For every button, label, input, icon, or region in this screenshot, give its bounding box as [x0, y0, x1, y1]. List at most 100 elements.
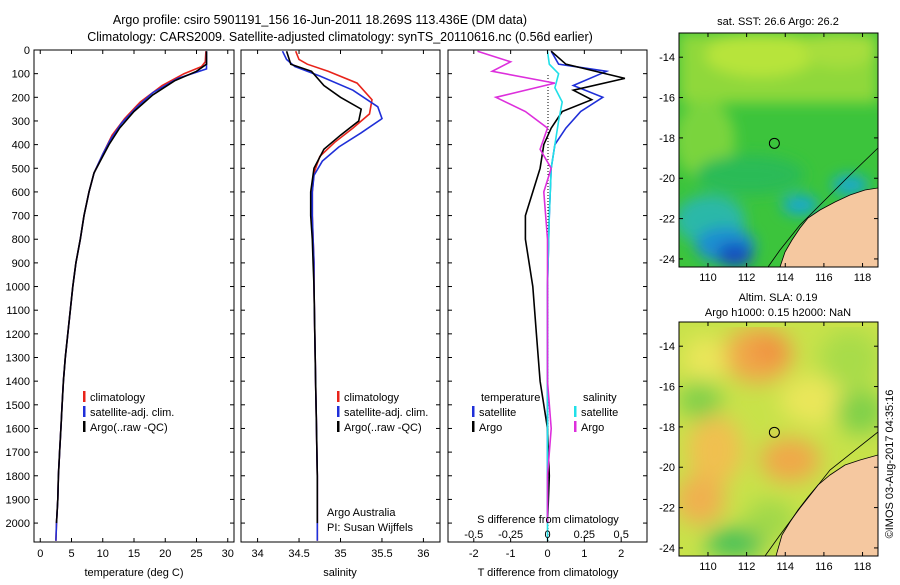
- legend-satellite-adj: satellite-adj. clim.: [344, 407, 428, 419]
- y-tick-label: 300: [12, 116, 30, 128]
- y-tick-label: 1900: [6, 494, 30, 506]
- header-line-2: Climatology: CARS2009. Satellite-adjuste…: [87, 30, 593, 44]
- legend-argo: Argo(..raw -QC): [90, 422, 168, 434]
- y-tick-label: 500: [12, 163, 30, 175]
- x-tick-label: 0: [37, 548, 43, 560]
- sla-map: Altim. SLA: 0.19 Argo h1000: 0.15 h2000:…: [659, 292, 879, 573]
- legend-satellite-adj: satellite-adj. clim.: [90, 407, 174, 419]
- x-tick-label: 15: [128, 548, 140, 560]
- y-tick-label: -14: [659, 52, 675, 64]
- y-tick-label: -18: [659, 133, 675, 145]
- y-tick-label: -14: [659, 341, 675, 353]
- y-tick-label: -24: [659, 543, 675, 555]
- y-tick-label: 1200: [6, 329, 30, 341]
- x-tick-label: 112: [738, 561, 756, 573]
- x-tick-label: 5: [68, 548, 74, 560]
- y-tick-label: 800: [12, 234, 30, 246]
- y-tick-label: 2000: [6, 518, 30, 530]
- y-tick-label: -22: [659, 214, 675, 226]
- x-tick-label: 25: [190, 548, 202, 560]
- x-tick-label: 112: [738, 272, 756, 284]
- legend-t-argo: Argo: [479, 422, 502, 434]
- x-tick-label: 110: [699, 272, 717, 284]
- x-tick-label: 0: [544, 548, 550, 560]
- y-tick-label: -20: [659, 462, 675, 474]
- x-tick-label: 34: [251, 548, 263, 560]
- x-tick-label: 10: [97, 548, 109, 560]
- temperature-legend: climatology satellite-adj. clim. Argo(..…: [83, 391, 174, 434]
- series-argo-temperature: [524, 50, 626, 524]
- series-argo-raw-qc-: [285, 50, 363, 524]
- y-tick-label: 1000: [6, 282, 30, 294]
- y-tick-label: 100: [12, 69, 30, 81]
- y-tick-label: 200: [12, 92, 30, 104]
- sst-map-title: sat. SST: 26.6 Argo: 26.2: [717, 16, 839, 28]
- salinity-xlabel: salinity: [323, 567, 357, 579]
- x-tick-label: 110: [699, 561, 717, 573]
- sst-map: sat. SST: 26.6 Argo: 26.2 110 112 114 116 11…: [659, 16, 879, 284]
- series-argo-raw-qc-: [55, 51, 208, 524]
- x-tick-label: 20: [159, 548, 171, 560]
- y-tick-label: 0: [24, 45, 30, 57]
- sla-map-title-2: Argo h1000: 0.15 h2000: NaN: [705, 307, 851, 319]
- legend-title-temperature: temperature: [481, 392, 540, 404]
- x-tick-label: 118: [854, 561, 872, 573]
- y-tick-label: 1800: [6, 471, 30, 483]
- y-tick-label: -22: [659, 503, 675, 515]
- s-tick-label: -0.25: [498, 529, 523, 541]
- x-tick-label: 116: [815, 561, 833, 573]
- sla-map-title-1: Altim. SLA: 0.19: [739, 292, 818, 304]
- x-tick-label: 35: [334, 548, 346, 560]
- x-tick-label: 36: [417, 548, 429, 560]
- header-line-1: Argo profile: csiro 5901191_156 16-Jun-2…: [113, 13, 527, 27]
- legend-climatology: climatology: [90, 392, 146, 404]
- y-tick-label: -16: [659, 93, 675, 105]
- s-tick-label: 0.25: [574, 529, 595, 541]
- copyright-timestamp: ©IMOS 03-Aug-2017 04:35:16: [884, 390, 896, 539]
- y-tick-label: 1700: [6, 447, 30, 459]
- x-tick-label: 30: [222, 548, 234, 560]
- y-tick-label: 1300: [6, 353, 30, 365]
- x-tick-label: -2: [469, 548, 479, 560]
- x-tick-label: 2: [618, 548, 624, 560]
- argo-position-marker: [768, 137, 780, 149]
- x-tick-label: 114: [776, 272, 794, 284]
- x-tick-label: 1: [581, 548, 587, 560]
- x-tick-label: 35.5: [371, 548, 392, 560]
- y-tick-label: 900: [12, 258, 30, 270]
- legend-s-argo: Argo: [581, 422, 604, 434]
- y-tick-label: 1100: [6, 305, 30, 317]
- temperature-xlabel: temperature (deg C): [84, 567, 183, 579]
- y-tick-label: -24: [659, 254, 675, 266]
- legend-title-salinity: salinity: [583, 392, 617, 404]
- legend-climatology: climatology: [344, 392, 400, 404]
- annotation-pi: PI: Susan Wijffels: [327, 522, 413, 534]
- argo-position-marker: [768, 426, 780, 438]
- y-tick-label: 1600: [6, 423, 30, 435]
- y-tick-label: 1400: [6, 376, 30, 388]
- temperature-panel: 0 5 10 15 20 25 300100200300400500600700800900…: [6, 45, 235, 579]
- y-tick-label: 700: [12, 211, 30, 223]
- y-tick-label: 600: [12, 187, 30, 199]
- legend-argo: Argo(..raw -QC): [344, 422, 422, 434]
- s-tick-label: 0.5: [614, 529, 629, 541]
- series-argo-salinity: [477, 50, 556, 524]
- legend-s-satellite: satellite: [581, 407, 618, 419]
- x-tick-label: 114: [776, 561, 794, 573]
- x-tick-label: 34.5: [288, 548, 309, 560]
- y-tick-label: 1500: [6, 400, 30, 412]
- y-tick-label: 400: [12, 140, 30, 152]
- x-tick-label: 118: [854, 272, 872, 284]
- y-tick-label: -16: [659, 382, 675, 394]
- s-tick-label: 0: [544, 529, 550, 541]
- annotation-argo-australia: Argo Australia: [327, 507, 396, 519]
- salinity-legend: climatology satellite-adj. clim. Argo(..…: [337, 391, 428, 434]
- s-tick-label: -0.5: [464, 529, 483, 541]
- t-difference-label: T difference from climatology: [478, 567, 619, 579]
- salinity-panel: 34 34.5 35 35.5 36 salinity climatology sate…: [240, 49, 441, 579]
- difference-legend: temperature salinity satellite Argo sate…: [472, 392, 618, 434]
- x-tick-label: 116: [815, 272, 833, 284]
- s-difference-label: S difference from climatology: [477, 514, 619, 526]
- y-tick-label: -20: [659, 173, 675, 185]
